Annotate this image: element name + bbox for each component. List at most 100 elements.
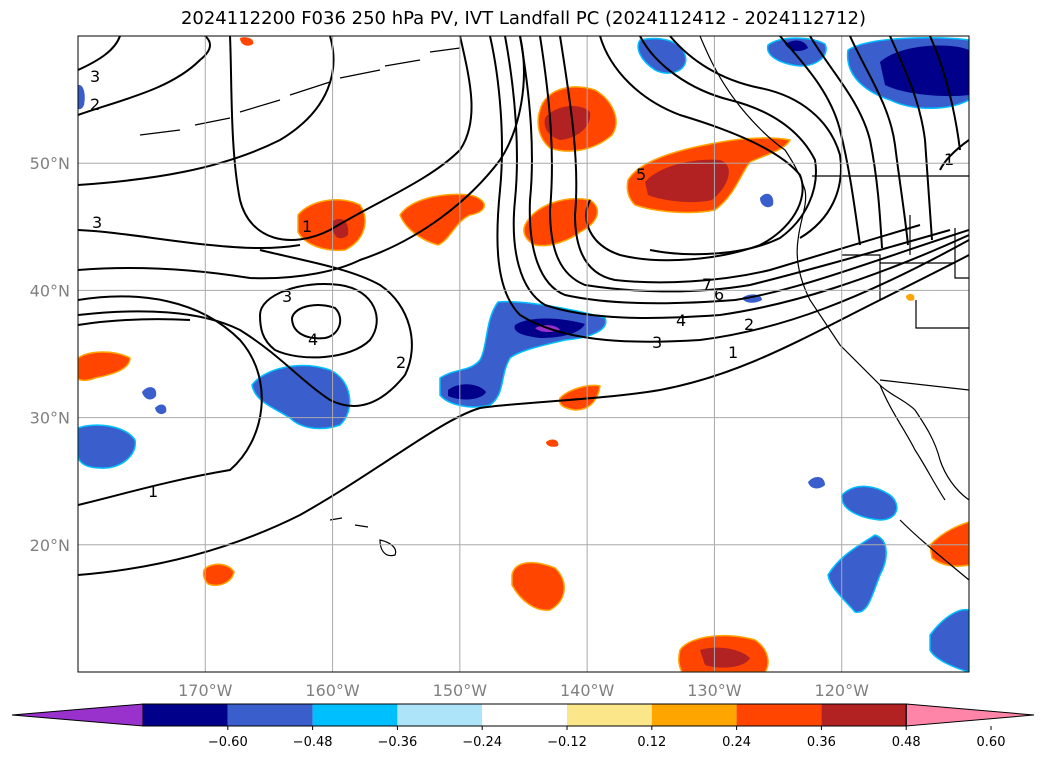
contour-label: 6 — [714, 285, 724, 304]
neg-region-small-3 — [155, 404, 167, 415]
contour-1-west — [78, 295, 263, 506]
contour-ne-3 — [849, 36, 909, 246]
contour-ne-2 — [809, 36, 883, 249]
contour-ne-6 — [939, 139, 969, 171]
longitude-labels: 170°W 160°W 150°W 140°W 130°W 120°W — [178, 681, 869, 700]
contour-bend-4 — [539, 36, 951, 293]
longitude-label: 160°W — [305, 681, 360, 700]
colorbar-box — [567, 704, 652, 726]
contour-label: 3 — [90, 67, 100, 86]
hawaii-islands — [329, 517, 397, 557]
colorbar-label: 0.36 — [807, 735, 836, 750]
pos-region-mid-1 — [297, 199, 366, 252]
neg-region-small-2 — [142, 387, 157, 400]
neg-region-small-1 — [808, 476, 825, 489]
colorbar-box — [821, 704, 907, 726]
contour-ne-4 — [889, 36, 933, 241]
neg-region-mexico — [841, 485, 898, 521]
contour-north-d — [78, 36, 121, 71]
longitude-label: 120°W — [815, 681, 870, 700]
contour-bend-2 — [504, 36, 969, 319]
latitude-labels: 50°N 40°N 30°N 20°N — [30, 154, 70, 555]
neg-region-left-top — [78, 84, 85, 110]
coastlines — [139, 36, 969, 581]
contour-label: 2 — [90, 95, 100, 114]
colorbar-box — [736, 704, 822, 726]
contour-inner-5 — [585, 36, 804, 262]
pv-shading — [78, 36, 969, 672]
contour-label: 1 — [148, 482, 158, 501]
colorbar-label: −0.36 — [377, 735, 417, 750]
colorbar-label: −0.48 — [293, 735, 333, 750]
contour-label: 1 — [728, 343, 738, 362]
colorbar-label: −0.24 — [462, 735, 502, 750]
latitude-label: 50°N — [30, 154, 70, 173]
contour-inner-6 — [639, 36, 817, 256]
pos-region-small-dot — [546, 439, 559, 447]
contour-label: 2 — [396, 353, 406, 372]
colorbar-box — [312, 704, 398, 726]
pos-region-small-east — [906, 293, 915, 301]
mexico-coast-south — [899, 519, 969, 581]
colorbar-label: −0.12 — [547, 735, 587, 750]
map-frame — [77, 35, 970, 673]
contour-label: 1 — [944, 150, 954, 169]
contour-bend-3 — [519, 36, 969, 305]
neg-region-left-edge — [78, 424, 136, 469]
pos-core-south-3 — [700, 647, 750, 668]
contour-label: 4 — [676, 311, 686, 330]
contour-inner-7 — [669, 36, 842, 239]
contour-3-ring — [258, 283, 378, 359]
neg-core-central-low — [448, 384, 486, 400]
colorbar-label: 0.12 — [637, 735, 666, 750]
contour-3-left — [78, 229, 301, 250]
contour-bend-1 — [489, 36, 969, 343]
pos-core-mid-1 — [332, 218, 349, 239]
pos-core-bc-coast — [645, 159, 729, 203]
longitude-label: 130°W — [687, 681, 742, 700]
contour-label: 1 — [302, 217, 312, 236]
contour-label: 5 — [636, 165, 646, 184]
colorbar-box — [482, 704, 567, 726]
neg-region-sw-coast — [827, 534, 887, 613]
latitude-label: 30°N — [30, 409, 70, 428]
pos-region-small-mid — [558, 384, 601, 411]
colorbar-box — [397, 704, 483, 726]
longitude-label: 150°W — [433, 681, 488, 700]
contour-2-west — [78, 249, 413, 407]
map-title: 2024112200 F036 250 hPa PV, IVT Landfall… — [180, 8, 867, 29]
coast-baja — [879, 384, 946, 501]
contour-label: 3 — [652, 333, 662, 352]
latitude-label: 20°N — [30, 536, 70, 555]
contour-ne-1 — [779, 36, 861, 246]
pos-region-left-edge — [78, 351, 131, 382]
coast-north-america — [699, 36, 969, 501]
contour-label: 3 — [282, 287, 292, 306]
neg-region-top-right — [766, 37, 827, 67]
pos-region-south-1 — [511, 561, 565, 611]
contour-ne-5 — [929, 36, 961, 151]
colorbar-box — [651, 704, 737, 726]
contour-north-c — [78, 36, 211, 116]
colorbar-label: 0.48 — [892, 735, 921, 750]
contour-label: 2 — [744, 315, 754, 334]
contour-north-a — [229, 36, 473, 241]
pos-region-south-2 — [202, 563, 235, 586]
pos-core-alaska-gulf — [544, 106, 591, 140]
neg-region-top-mid — [637, 37, 687, 74]
colorbar-box — [143, 704, 228, 726]
island-chain-aleutian — [139, 47, 461, 136]
contour-bend-5 — [559, 36, 921, 284]
longitude-label: 170°W — [178, 681, 233, 700]
neg-region-se-corner — [929, 608, 969, 672]
contour-label-group: 3 2 3 1 5 3 4 2 7 6 4 3 2 1 1 1 — [90, 67, 954, 501]
colorbar-label: −0.60 — [208, 735, 248, 750]
latitude-label: 40°N — [30, 281, 70, 300]
gridlines — [78, 36, 969, 672]
contour-3-mid — [78, 36, 525, 280]
contour-label: 4 — [308, 330, 318, 349]
neg-region-se-pacific — [251, 364, 351, 430]
contour-1-outer — [78, 254, 969, 576]
colorbar-outline — [142, 703, 907, 727]
